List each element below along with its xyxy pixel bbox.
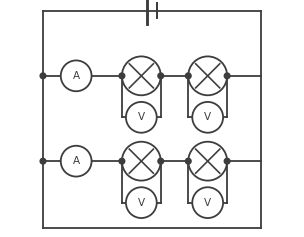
- Circle shape: [185, 158, 192, 165]
- Text: V: V: [204, 112, 211, 122]
- Circle shape: [223, 158, 231, 165]
- Circle shape: [122, 142, 161, 181]
- Circle shape: [126, 187, 157, 218]
- Circle shape: [118, 158, 126, 165]
- Circle shape: [40, 158, 47, 165]
- Circle shape: [118, 72, 126, 79]
- Text: A: A: [73, 71, 80, 81]
- Circle shape: [126, 102, 157, 133]
- Circle shape: [192, 187, 223, 218]
- Circle shape: [61, 60, 92, 91]
- Circle shape: [223, 72, 231, 79]
- Circle shape: [61, 146, 92, 177]
- Circle shape: [192, 102, 223, 133]
- Text: V: V: [138, 198, 145, 208]
- Circle shape: [157, 72, 164, 79]
- Text: V: V: [204, 198, 211, 208]
- Circle shape: [185, 72, 192, 79]
- Text: V: V: [138, 112, 145, 122]
- Circle shape: [122, 56, 161, 95]
- Circle shape: [157, 158, 164, 165]
- Text: A: A: [73, 156, 80, 166]
- Circle shape: [188, 142, 227, 181]
- Circle shape: [40, 72, 47, 79]
- Circle shape: [188, 56, 227, 95]
